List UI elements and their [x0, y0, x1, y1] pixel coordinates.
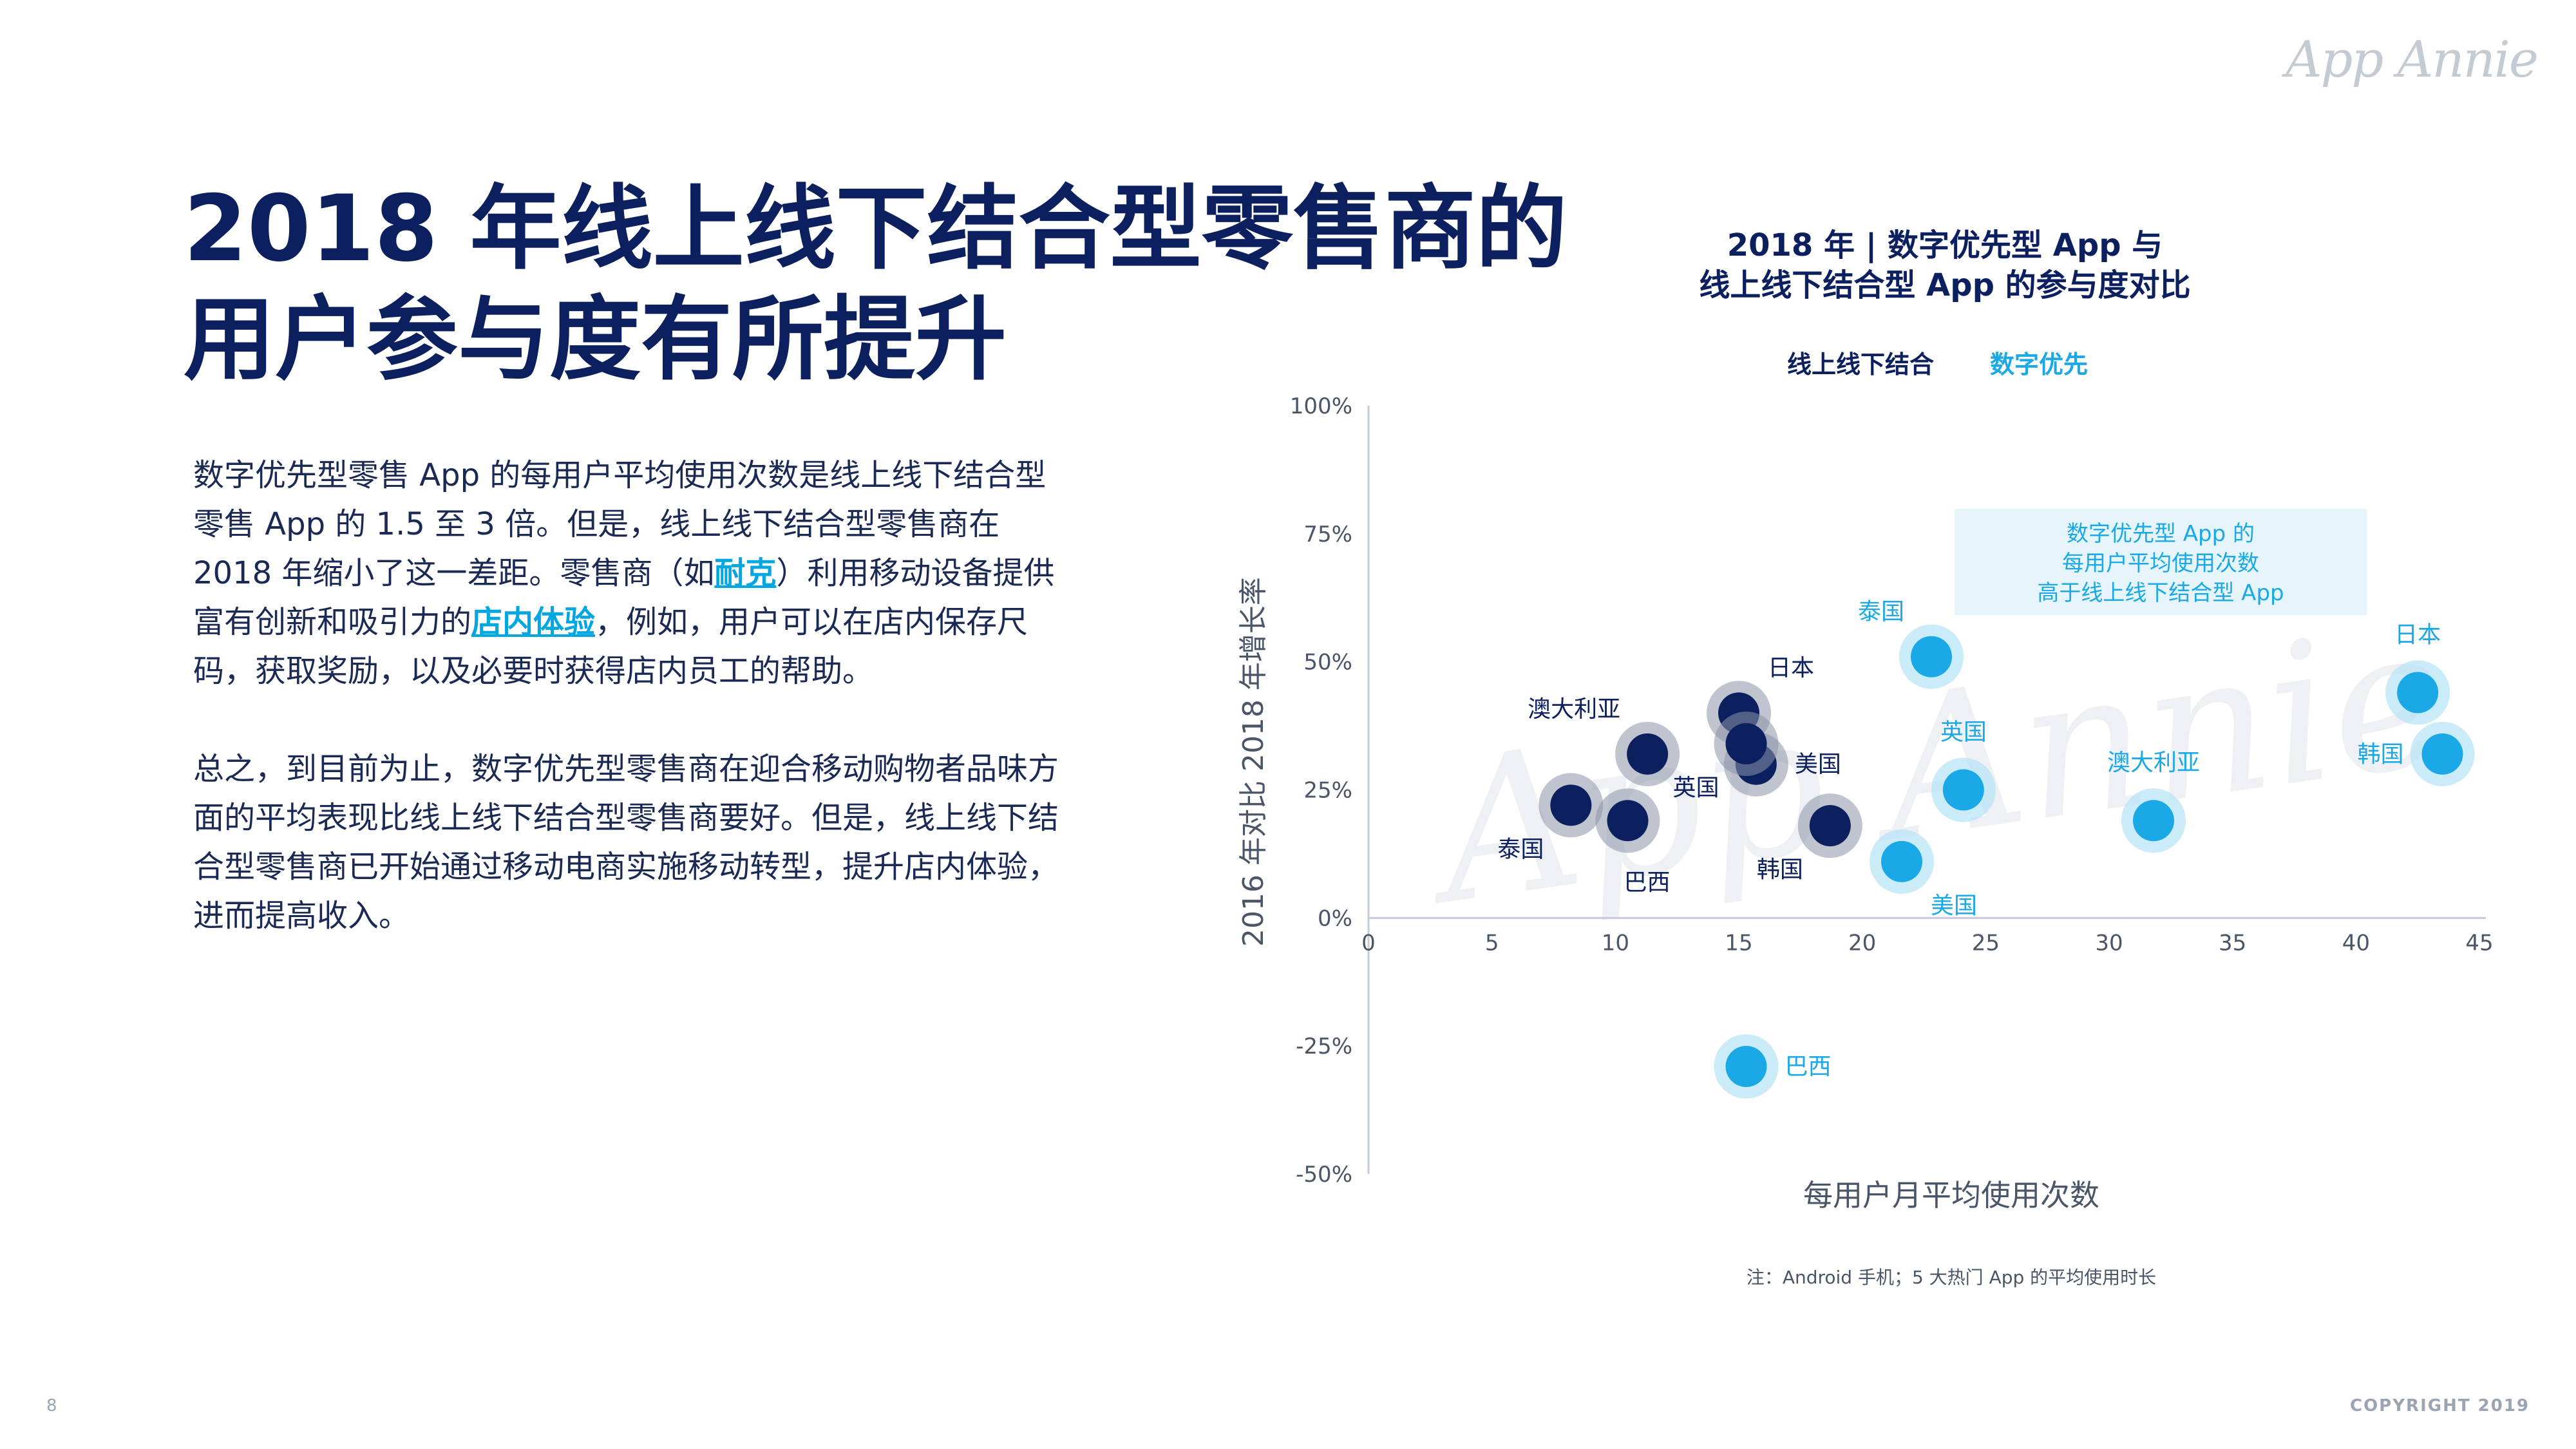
annotation-text: 每用户平均使用次数 [2062, 551, 2259, 576]
data-point [2397, 672, 2439, 714]
page-title-line-2: 用户参与度有所提升 [184, 287, 1007, 393]
data-point [1627, 733, 1669, 775]
y-axis-title: 2016 年对比 2018 年增长率 [1237, 577, 1270, 947]
data-point [1809, 805, 1851, 847]
point-label: 韩国 [2357, 741, 2403, 768]
point-label: 韩国 [1757, 857, 1803, 883]
body-p1-text-a: 数字优先型零售 App 的每用户平均使用次数是线上线下结合型零售 App 的 1… [193, 457, 1046, 591]
x-axis-title: 每用户月平均使用次数 [1803, 1178, 2099, 1213]
legend-omnichannel: 线上线下结合 [1787, 350, 1935, 379]
point-label: 澳大利亚 [1528, 696, 1620, 723]
point-label: 英国 [1940, 719, 1987, 746]
x-tick-label: 0 [1361, 930, 1376, 956]
point-label: 巴西 [1624, 869, 1670, 896]
point-label: 日本 [2394, 621, 2441, 648]
x-tick-label: 5 [1485, 930, 1499, 956]
x-tick-label: 40 [2342, 930, 2370, 956]
point-label: 澳大利亚 [2107, 750, 2200, 776]
point-label: 巴西 [1785, 1054, 1832, 1080]
x-tick-label: 25 [1972, 930, 2000, 956]
data-point [1725, 1045, 1767, 1087]
data-point [1607, 800, 1649, 842]
nike-link[interactable]: 耐克 [714, 555, 777, 591]
data-point [2421, 733, 2463, 775]
annotation-text: 数字优先型 App 的 [2067, 521, 2255, 547]
legend-digital-first: 数字优先 [1990, 350, 2088, 379]
y-tick-label: 100% [1290, 393, 1352, 419]
annotation-box [1955, 509, 2367, 615]
page-number: 8 [46, 1396, 57, 1416]
data-point [1550, 784, 1592, 826]
copyright: COPYRIGHT 2019 [2349, 1396, 2530, 1416]
page-title-line-1: 2018 年线上线下结合型零售商的 [184, 176, 1567, 282]
chart-note: 注：Android 手机；5 大热门 App 的平均使用时长 [1746, 1267, 2157, 1288]
data-point [1725, 723, 1767, 764]
y-tick-label: 25% [1303, 778, 1352, 804]
y-tick-label: 0% [1318, 905, 1352, 931]
data-point [1881, 840, 1922, 882]
body-p1-text-b: ）利用移动设备提供富有创新和吸引力的 [193, 555, 1055, 640]
y-tick-label: 75% [1303, 522, 1352, 547]
point-label: 英国 [1672, 775, 1719, 801]
chart-title: 2018 年 | 数字优先型 App 与 线上线下结合型 App 的参与度对比 [1623, 225, 2267, 305]
chart-title-line-1: 2018 年 | 数字优先型 App 与 [1727, 227, 2163, 263]
body-paragraph-2: 总之，到目前为止，数字优先型零售商在迎合移动购物者品味方面的平均表现比线上线下结… [193, 751, 1059, 934]
point-label: 泰国 [1858, 599, 1904, 625]
x-tick-label: 45 [2465, 930, 2493, 956]
y-tick-label: -25% [1296, 1034, 1352, 1059]
x-tick-label: 20 [1848, 930, 1876, 956]
data-point [1911, 636, 1952, 677]
x-tick-label: 10 [1602, 930, 1629, 956]
x-tick-label: 30 [2095, 930, 2123, 956]
data-point [1942, 769, 1984, 811]
data-point [2133, 800, 2174, 842]
x-tick-label: 35 [2219, 930, 2246, 956]
point-label: 美国 [1931, 893, 1977, 919]
x-tick-label: 15 [1725, 930, 1752, 956]
point-label: 泰国 [1497, 836, 1544, 862]
body-paragraph-1: 数字优先型零售 App 的每用户平均使用次数是线上线下结合型零售 App 的 1… [193, 451, 1075, 696]
point-label: 日本 [1768, 655, 1814, 681]
in-store-experience-link[interactable]: 店内体验 [471, 604, 596, 640]
chart-title-line-2: 线上线下结合型 App 的参与度对比 [1699, 267, 2191, 303]
body-text: 数字优先型零售 App 的每用户平均使用次数是线上线下结合型零售 App 的 1… [193, 451, 1075, 989]
app-annie-logo: App Annie [2286, 31, 2539, 89]
y-tick-label: -50% [1296, 1162, 1352, 1188]
page-title: 2018 年线上线下结合型零售商的 用户参与度有所提升 [184, 174, 1567, 395]
point-label: 美国 [1795, 752, 1841, 778]
annotation-text: 高于线上线下结合型 App [2037, 580, 2284, 606]
body-p1-text-c: ，例如，用户可以在店内保存尺码，获取奖励，以及必要时获得店内员工的帮助。 [193, 604, 1028, 689]
y-tick-label: 50% [1303, 650, 1352, 676]
